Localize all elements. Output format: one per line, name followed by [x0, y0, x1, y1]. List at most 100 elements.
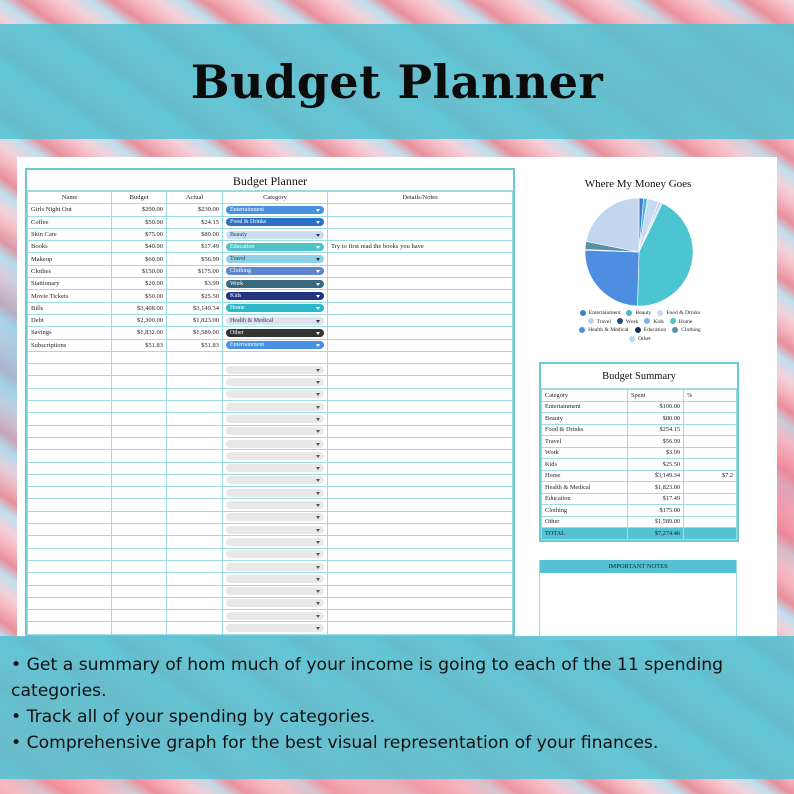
- cell-category[interactable]: [222, 387, 328, 402]
- cell-category[interactable]: [222, 449, 328, 463]
- cell-notes[interactable]: [327, 559, 513, 574]
- category-dropdown[interactable]: Travel: [226, 255, 324, 264]
- category-dropdown[interactable]: Education: [226, 242, 324, 251]
- cell-name[interactable]: [27, 609, 112, 623]
- cell-notes[interactable]: [327, 264, 513, 279]
- cell-actual[interactable]: $24.15: [166, 215, 223, 229]
- cell-name[interactable]: [27, 387, 112, 402]
- category-dropdown[interactable]: Clothing: [226, 267, 324, 276]
- category-dropdown[interactable]: Work: [226, 279, 324, 288]
- cell-budget[interactable]: [111, 498, 167, 512]
- cell-budget[interactable]: [111, 523, 167, 537]
- cell-name[interactable]: [27, 424, 112, 438]
- cell-name[interactable]: [27, 510, 112, 525]
- cell-notes[interactable]: [327, 215, 513, 229]
- cell-budget[interactable]: [111, 412, 167, 426]
- cell-actual[interactable]: [166, 584, 223, 598]
- category-dropdown[interactable]: Entertainment: [226, 205, 324, 214]
- cell-budget[interactable]: $1,832.00: [111, 326, 167, 340]
- cell-actual[interactable]: [166, 572, 223, 586]
- cell-name[interactable]: [27, 547, 112, 561]
- category-dropdown[interactable]: [226, 513, 324, 522]
- cell-notes[interactable]: [327, 227, 513, 242]
- cell-name[interactable]: [27, 621, 112, 635]
- cell-category[interactable]: Food & Drinks: [222, 215, 328, 229]
- cell-notes[interactable]: [327, 584, 513, 598]
- cell-category[interactable]: [222, 510, 328, 525]
- cell-notes[interactable]: [327, 449, 513, 463]
- cell-actual[interactable]: [166, 363, 223, 377]
- cell-name[interactable]: Girls Night Out: [27, 203, 112, 217]
- cell-budget[interactable]: [111, 547, 167, 561]
- category-dropdown[interactable]: [226, 587, 324, 596]
- cell-actual[interactable]: [166, 424, 223, 438]
- cell-category[interactable]: Travel: [222, 252, 328, 266]
- cell-name[interactable]: Movie Tickets: [27, 289, 112, 303]
- category-dropdown[interactable]: [226, 624, 324, 633]
- cell-category[interactable]: Entertainment: [222, 338, 328, 352]
- category-dropdown[interactable]: [226, 488, 324, 497]
- cell-category[interactable]: [222, 350, 328, 365]
- cell-actual[interactable]: [166, 461, 223, 475]
- cell-name[interactable]: [27, 572, 112, 586]
- category-dropdown[interactable]: [226, 365, 324, 374]
- category-dropdown[interactable]: [226, 427, 324, 436]
- cell-actual[interactable]: [166, 547, 223, 561]
- cell-notes[interactable]: [327, 375, 513, 389]
- cell-notes[interactable]: [327, 277, 513, 291]
- cell-budget[interactable]: $150.00: [111, 264, 167, 279]
- cell-category[interactable]: [222, 621, 328, 635]
- cell-notes[interactable]: [327, 363, 513, 377]
- cell-name[interactable]: [27, 449, 112, 463]
- cell-category[interactable]: [222, 498, 328, 512]
- cell-actual[interactable]: $17.49: [166, 240, 223, 254]
- cell-notes[interactable]: [327, 473, 513, 488]
- cell-notes[interactable]: [327, 523, 513, 537]
- cell-budget[interactable]: [111, 375, 167, 389]
- cell-actual[interactable]: [166, 412, 223, 426]
- cell-name[interactable]: [27, 498, 112, 512]
- cell-name[interactable]: Clothes: [27, 264, 112, 279]
- cell-notes[interactable]: [327, 301, 513, 315]
- cell-notes[interactable]: [327, 313, 513, 328]
- cell-budget[interactable]: $200.00: [111, 203, 167, 217]
- cell-notes[interactable]: [327, 350, 513, 365]
- cell-name[interactable]: [27, 400, 112, 414]
- cell-actual[interactable]: [166, 387, 223, 402]
- cell-budget[interactable]: [111, 461, 167, 475]
- category-dropdown[interactable]: Health & Medical: [226, 316, 324, 325]
- cell-notes[interactable]: [327, 338, 513, 352]
- cell-budget[interactable]: [111, 449, 167, 463]
- cell-category[interactable]: [222, 486, 328, 500]
- category-dropdown[interactable]: Food & Drinks: [226, 218, 324, 227]
- cell-category[interactable]: Health & Medical: [222, 313, 328, 328]
- cell-budget[interactable]: [111, 473, 167, 488]
- category-dropdown[interactable]: [226, 390, 324, 399]
- category-dropdown[interactable]: [226, 402, 324, 411]
- cell-category[interactable]: [222, 523, 328, 537]
- category-dropdown[interactable]: [226, 525, 324, 534]
- cell-category[interactable]: Entertainment: [222, 203, 328, 217]
- category-dropdown[interactable]: [226, 537, 324, 546]
- cell-budget[interactable]: [111, 535, 167, 549]
- cell-category[interactable]: [222, 400, 328, 414]
- cell-category[interactable]: [222, 375, 328, 389]
- cell-category[interactable]: Kids: [222, 289, 328, 303]
- cell-category[interactable]: Education: [222, 240, 328, 254]
- cell-category[interactable]: [222, 363, 328, 377]
- category-dropdown[interactable]: [226, 439, 324, 448]
- cell-name[interactable]: [27, 461, 112, 475]
- cell-notes[interactable]: [327, 498, 513, 512]
- cell-notes[interactable]: [327, 252, 513, 266]
- cell-actual[interactable]: [166, 486, 223, 500]
- cell-budget[interactable]: $75.00: [111, 227, 167, 242]
- cell-notes[interactable]: [327, 424, 513, 438]
- cell-category[interactable]: [222, 424, 328, 438]
- cell-category[interactable]: [222, 572, 328, 586]
- cell-category[interactable]: [222, 473, 328, 488]
- cell-category[interactable]: [222, 412, 328, 426]
- category-dropdown[interactable]: [226, 378, 324, 387]
- category-dropdown[interactable]: Home: [226, 304, 324, 313]
- cell-name[interactable]: [27, 436, 112, 451]
- cell-budget[interactable]: $50.00: [111, 215, 167, 229]
